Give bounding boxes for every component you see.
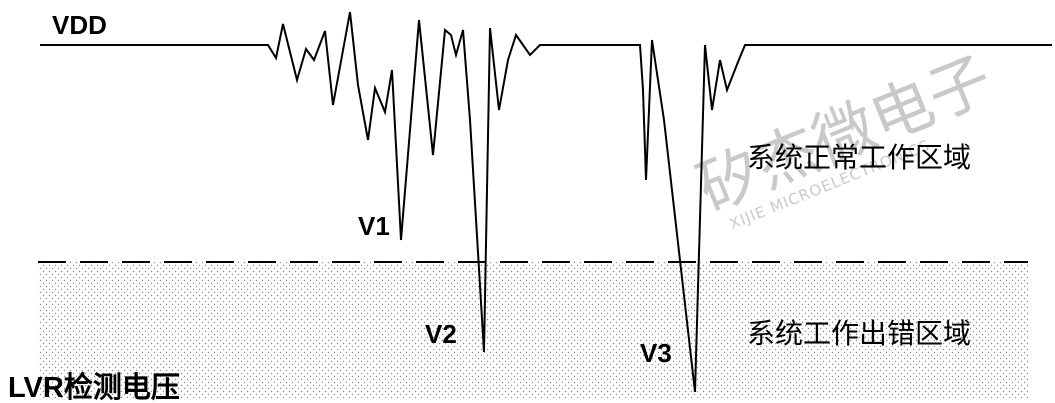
error-region-label: 系统工作出错区域 (747, 317, 971, 350)
lvr-voltage-label: LVR检测电压 (8, 370, 180, 403)
vdd-waveform (40, 11, 1052, 393)
v1-label: V1 (358, 211, 390, 241)
vdd-label: VDD (52, 10, 107, 40)
v3-label: V3 (640, 338, 672, 368)
normal-region-label: 系统正常工作区域 (747, 141, 971, 174)
v2-label: V2 (425, 319, 457, 349)
error-region-shading (38, 262, 1028, 400)
